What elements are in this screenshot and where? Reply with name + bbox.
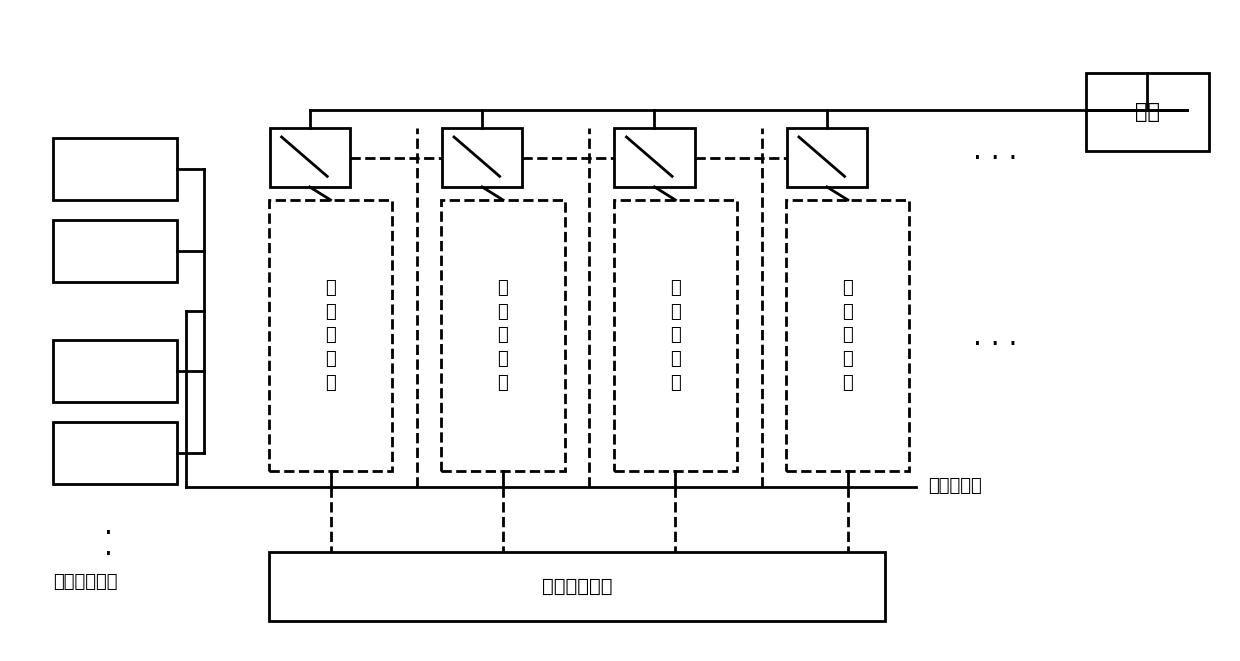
FancyBboxPatch shape xyxy=(786,200,909,471)
Text: . . .: . . . xyxy=(973,323,1018,351)
Text: 脉
冲
发
电
机: 脉 冲 发 电 机 xyxy=(842,279,853,391)
FancyBboxPatch shape xyxy=(441,128,522,187)
Text: .: . xyxy=(104,533,113,561)
FancyBboxPatch shape xyxy=(614,200,737,471)
FancyBboxPatch shape xyxy=(53,219,176,282)
Text: 直流供电网: 直流供电网 xyxy=(928,477,982,495)
FancyBboxPatch shape xyxy=(53,422,176,484)
FancyBboxPatch shape xyxy=(441,200,564,471)
FancyBboxPatch shape xyxy=(53,340,176,403)
Text: . . .: . . . xyxy=(973,137,1018,165)
Text: 负载: 负载 xyxy=(1135,102,1159,122)
Text: .: . xyxy=(104,512,113,540)
Text: 脉
冲
发
电
机: 脉 冲 发 电 机 xyxy=(670,279,681,391)
FancyBboxPatch shape xyxy=(787,128,867,187)
FancyBboxPatch shape xyxy=(1085,73,1209,151)
Text: 燃油发电机组: 燃油发电机组 xyxy=(53,573,118,591)
Text: 脉
冲
发
电
机: 脉 冲 发 电 机 xyxy=(325,279,336,391)
FancyBboxPatch shape xyxy=(615,128,694,187)
FancyBboxPatch shape xyxy=(269,553,885,621)
FancyBboxPatch shape xyxy=(269,128,350,187)
FancyBboxPatch shape xyxy=(269,200,392,471)
Text: 脉
冲
发
电
机: 脉 冲 发 电 机 xyxy=(497,279,508,391)
FancyBboxPatch shape xyxy=(53,138,176,200)
Text: 能量管理系统: 能量管理系统 xyxy=(542,577,613,596)
